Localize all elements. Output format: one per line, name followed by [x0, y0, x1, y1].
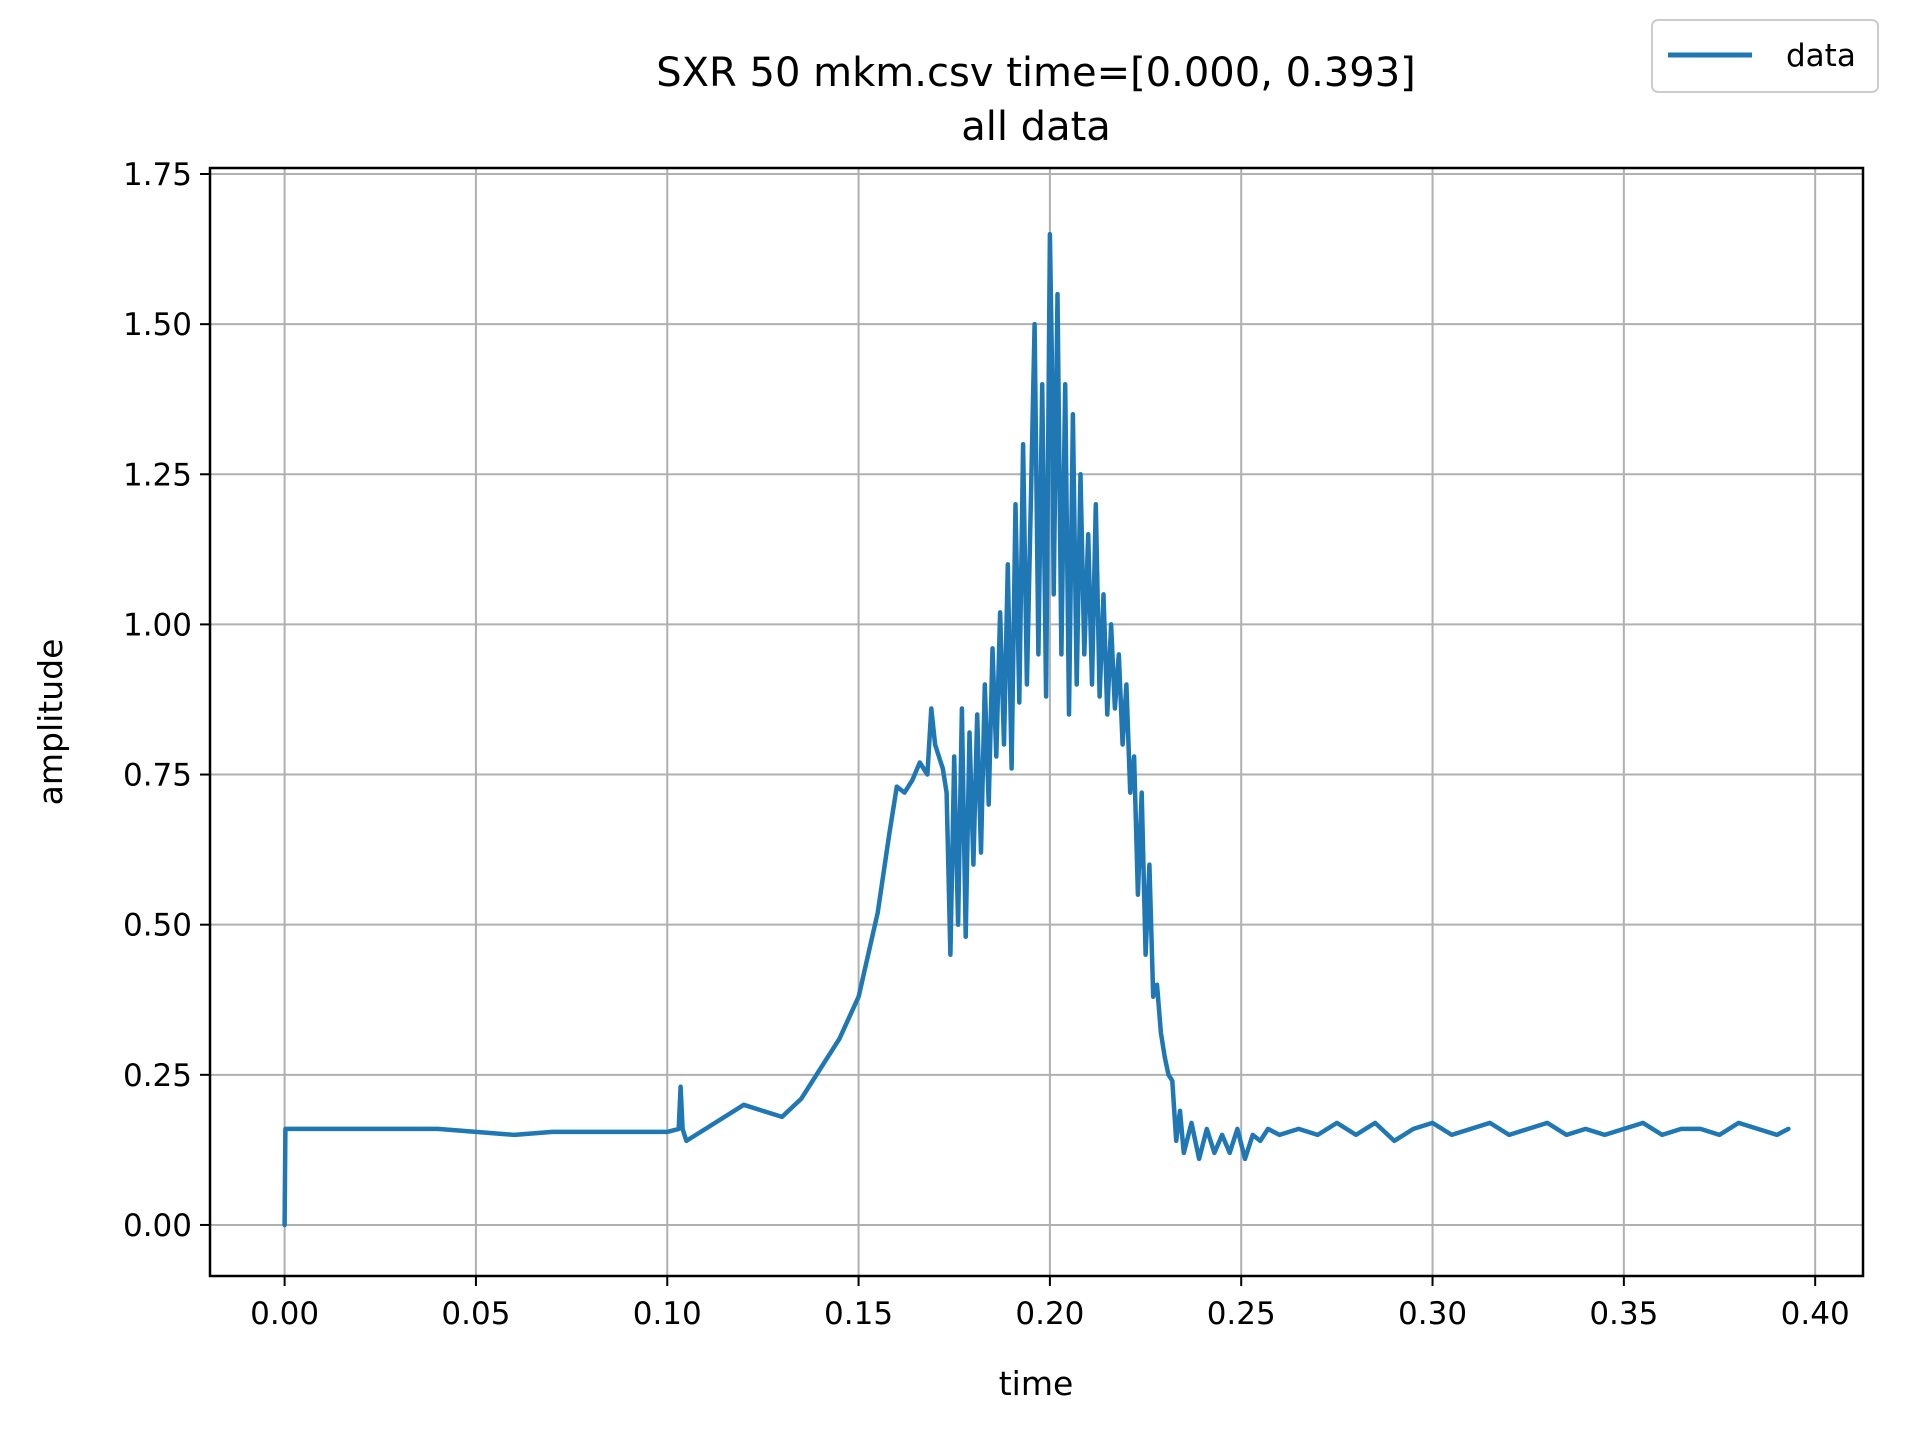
- x-axis-label: time: [999, 1364, 1074, 1403]
- y-tick-label: 0.00: [123, 1208, 192, 1244]
- y-axis-ticks: 0.00 0.25 0.50 0.75 1.00 1.25 1.50 1.75: [123, 157, 210, 1244]
- x-tick-label: 0.10: [633, 1296, 702, 1332]
- y-tick-label: 1.50: [123, 307, 192, 343]
- chart-subtitle: all data: [961, 104, 1111, 150]
- x-tick-label: 0.20: [1015, 1296, 1084, 1332]
- chart-title: SXR 50 mkm.csv time=[0.000, 0.393]: [656, 50, 1416, 96]
- legend-label-data: data: [1786, 38, 1856, 74]
- x-tick-label: 0.15: [824, 1296, 893, 1332]
- x-tick-label: 0.35: [1589, 1296, 1658, 1332]
- y-tick-label: 1.75: [123, 157, 192, 193]
- y-tick-label: 1.00: [123, 607, 192, 643]
- y-tick-label: 0.50: [123, 908, 192, 944]
- series-layer: [282, 231, 1791, 1228]
- y-tick-label: 0.25: [123, 1058, 192, 1094]
- y-axis-label: amplitude: [31, 639, 70, 806]
- x-tick-label: 0.30: [1398, 1296, 1467, 1332]
- y-tick-label: 1.25: [123, 457, 192, 493]
- plot-frame: [208, 166, 1865, 1278]
- x-axis-ticks: 0.00 0.05 0.10 0.15 0.20 0.25 0.30 0.35 0.40: [250, 1276, 1850, 1332]
- x-tick-label: 0.25: [1207, 1296, 1276, 1332]
- x-tick-label: 0.40: [1781, 1296, 1850, 1332]
- legend: data: [1651, 19, 1879, 93]
- y-tick-label: 0.75: [123, 758, 192, 794]
- series-line-data: [282, 231, 1791, 1228]
- x-tick-label: 0.00: [250, 1296, 319, 1332]
- legend-box: [1651, 19, 1879, 93]
- x-tick-label: 0.05: [441, 1296, 510, 1332]
